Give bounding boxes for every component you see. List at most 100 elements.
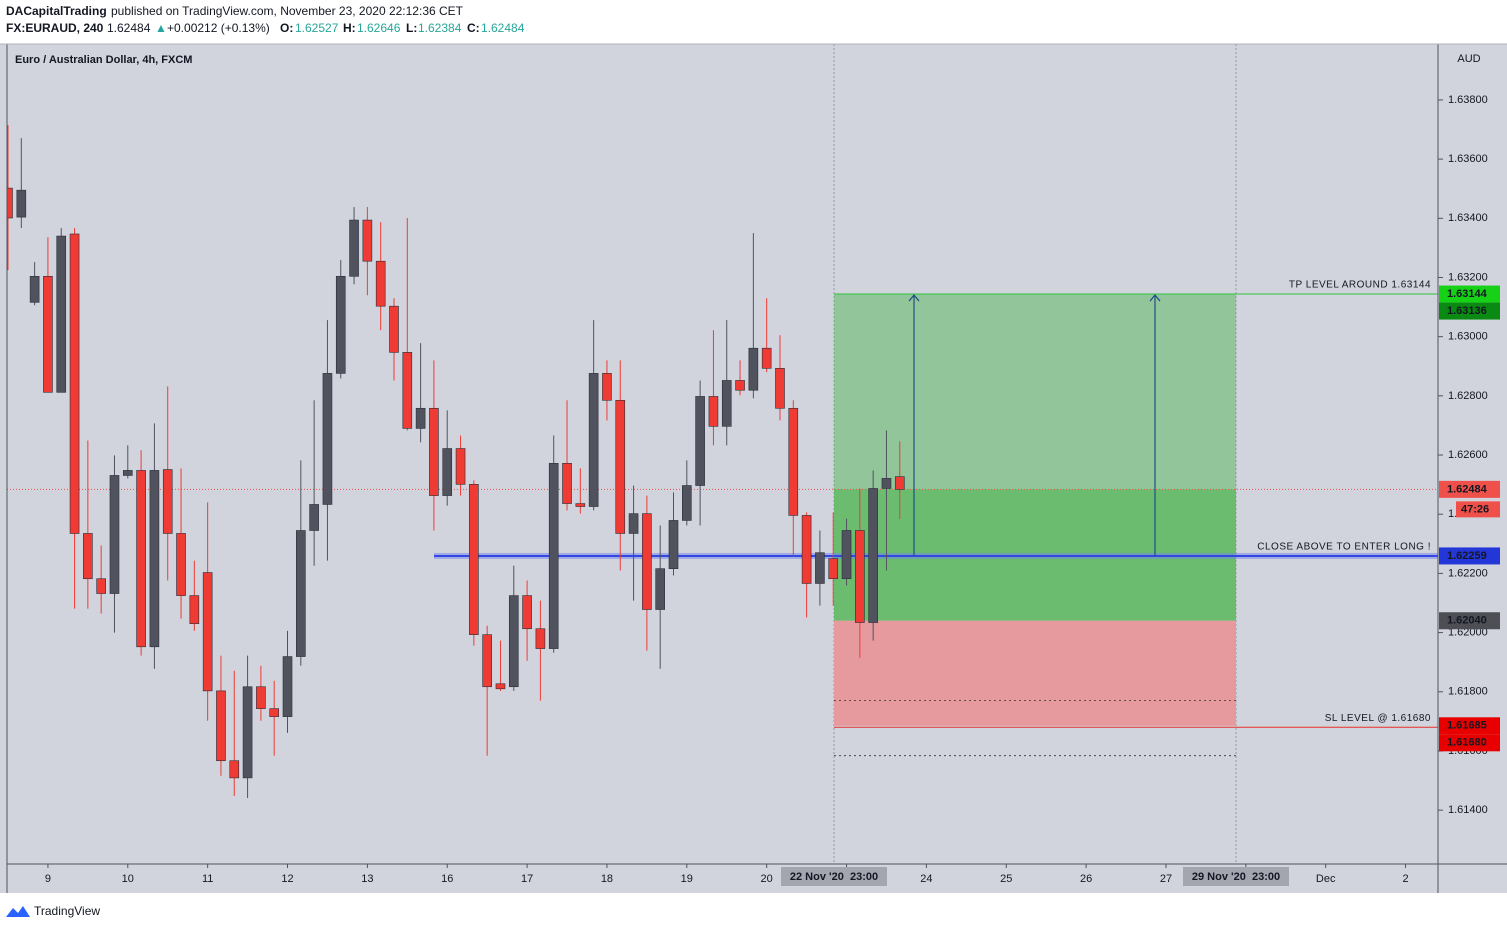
price-label: 1.61685: [1447, 720, 1487, 732]
candle-body: [362, 219, 373, 262]
candle-body: [43, 275, 53, 393]
candle-body: [189, 595, 200, 625]
author: DACapitalTrading: [6, 4, 107, 18]
x-tick-label: 19: [681, 873, 693, 885]
candle-body: [269, 708, 280, 717]
symbol: FX:EURAUD, 240: [6, 21, 104, 35]
l-key: L:: [406, 21, 417, 35]
arrow: ▲: [155, 21, 167, 35]
logo: [6, 906, 30, 917]
price-label-bg: [1439, 302, 1500, 320]
candle-body: [69, 233, 80, 534]
y-tick-label: 1.63000: [1448, 331, 1488, 343]
price-label: 1.61680: [1447, 737, 1487, 749]
candle-body: [894, 476, 905, 490]
annotation-text: TP LEVEL AROUND 1.63144: [1289, 280, 1431, 291]
chart-title: Euro / Australian Dollar, 4h, FXCM: [15, 54, 192, 66]
x-tick-label: 24: [920, 873, 932, 885]
x-tick-label: 18: [601, 873, 613, 885]
candle-body: [349, 219, 359, 277]
candle-body: [202, 572, 213, 692]
candle-body: [801, 515, 812, 584]
plot: [7, 44, 1438, 864]
arrow-head: [908, 294, 920, 302]
time-label: 22 Nov '20 23:00: [790, 871, 878, 883]
x-tick-label: Dec: [1316, 873, 1336, 885]
candle-body: [642, 513, 652, 610]
candle-body: [482, 634, 492, 688]
candle-body: [83, 533, 93, 580]
y-tick-label: 1.61400: [1448, 804, 1488, 816]
candle-body: [588, 373, 599, 507]
price-label-bg: [1439, 547, 1500, 565]
h-value: 1.62646: [357, 21, 401, 35]
brand: TradingView: [34, 904, 100, 918]
candle-body: [868, 488, 878, 623]
last-price: 1.62484: [107, 21, 151, 35]
candle-body: [149, 470, 160, 648]
candle-body: [282, 656, 293, 717]
x-tick-label: 12: [281, 873, 293, 885]
candle-body: [788, 407, 799, 516]
candle-body: [855, 530, 865, 623]
candle-body: [682, 485, 692, 521]
candle-body: [389, 305, 399, 353]
l-value: 1.62384: [418, 21, 462, 35]
candle-body: [602, 373, 612, 401]
x-tick-label: 9: [45, 873, 51, 885]
time-label-bg: [781, 867, 887, 886]
change: +0.00212 (+0.13%): [167, 21, 270, 35]
candle-body: [708, 396, 719, 427]
candle-body: [735, 380, 745, 391]
candle-body: [775, 368, 785, 409]
candle-body: [548, 463, 559, 649]
price-label-bg: [1439, 612, 1500, 630]
candle-body: [495, 683, 506, 690]
x-tick-label: 16: [441, 873, 453, 885]
c-value: 1.62484: [481, 21, 525, 35]
candle-body: [335, 275, 346, 374]
y-tick-label: 1.62600: [1448, 449, 1488, 461]
price-label: 1.63144: [1447, 288, 1488, 300]
published: published on TradingView.com, November 2…: [111, 4, 464, 18]
countdown-bg: [1456, 501, 1500, 518]
candle-body: [429, 407, 439, 496]
candle-body: [109, 475, 120, 594]
candle-body: [761, 347, 772, 369]
candle-body: [122, 470, 133, 476]
x-tick-label: 27: [1160, 873, 1172, 885]
x-tick-label: 2: [1402, 873, 1408, 885]
candle-body: [575, 503, 586, 507]
candle-body: [136, 470, 146, 648]
candle-body: [562, 463, 572, 504]
loss-zone: [834, 620, 1236, 726]
candle-body: [508, 595, 519, 688]
candle-body: [522, 595, 532, 630]
candle-body: [415, 407, 426, 429]
price-label: 1.63136: [1447, 305, 1487, 317]
candle-body: [881, 478, 892, 489]
logo-icon: [6, 906, 30, 917]
footer-bg: [0, 893, 1507, 930]
y-tick-label: 1.63800: [1448, 94, 1488, 106]
price-label: 1.62484: [1447, 483, 1488, 495]
candle-body: [176, 533, 186, 596]
candle-body: [455, 448, 466, 485]
candle-body: [615, 399, 626, 534]
candle-body: [296, 530, 306, 657]
candle-body: [242, 686, 253, 779]
plot-content: [7, 44, 1438, 864]
annotation-text: CLOSE ABOVE TO ENTER LONG !: [1257, 542, 1431, 553]
candle-body: [216, 690, 226, 762]
y-tick-label: 1.63600: [1448, 153, 1488, 165]
candle-body: [322, 373, 333, 505]
y-tick-label: 1.63400: [1448, 212, 1488, 224]
price-label-bg: [1439, 717, 1500, 735]
price-label-bg: [1439, 734, 1500, 752]
candle-body: [535, 628, 546, 649]
x-tick-label: 11: [202, 873, 213, 885]
o-value: 1.62527: [295, 21, 339, 35]
currency: AUD: [1457, 53, 1480, 65]
price-label: 1.62040: [1447, 615, 1487, 627]
